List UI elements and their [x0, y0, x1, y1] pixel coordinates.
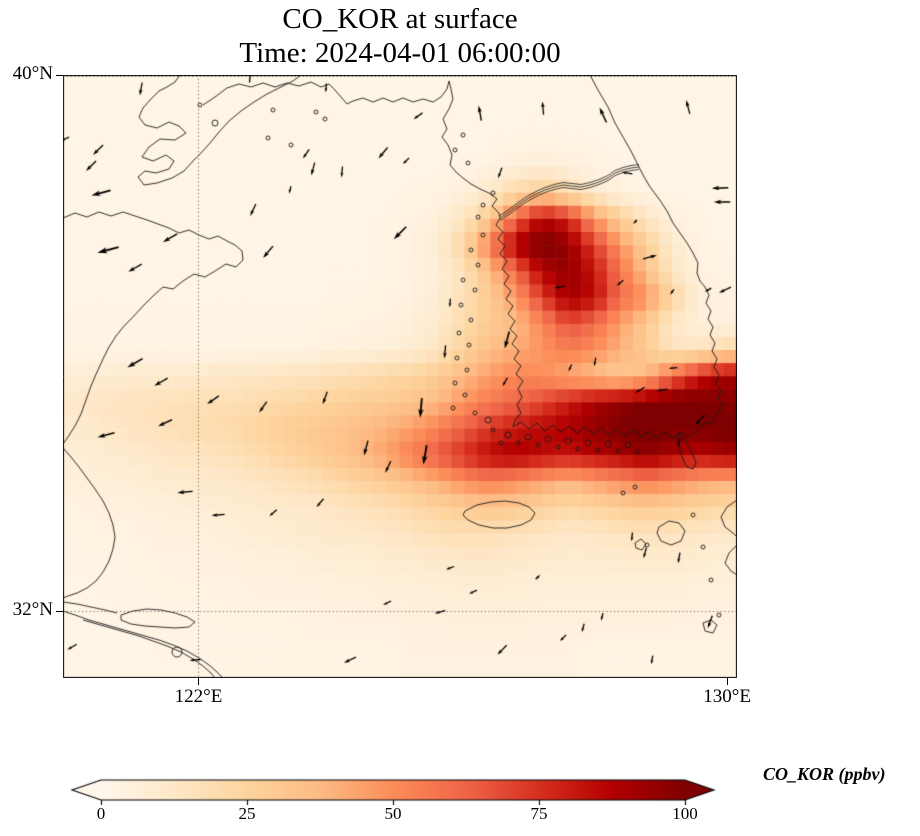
plot-title: CO_KOR at surface Time: 2024-04-01 06:00… — [63, 2, 737, 70]
colorbar-tick-label: 50 — [384, 804, 402, 823]
map-plot-area — [63, 75, 737, 678]
colorbar-tick-label: 75 — [530, 804, 548, 823]
y-tick-label: 40°N — [12, 63, 53, 84]
axis-tick — [56, 610, 63, 612]
axis-tick — [56, 74, 63, 76]
x-tick-label: 130°E — [703, 686, 751, 707]
x-tick-label: 122°E — [174, 686, 223, 707]
map-canvas — [63, 75, 737, 678]
axis-tick — [726, 678, 728, 685]
colorbar-tick-label: 0 — [96, 804, 106, 823]
plot-title-line1: CO_KOR at surface — [282, 3, 518, 35]
colorbar-tick-label: 100 — [672, 804, 698, 823]
colorbar-title: CO_KOR (ppbv) — [763, 764, 886, 784]
colorbar-canvas — [63, 775, 723, 805]
colorbar-tick-label: 25 — [238, 804, 256, 823]
plot-title-line2: Time: 2024-04-01 06:00:00 — [239, 37, 561, 69]
y-tick-label: 32°N — [12, 599, 53, 620]
axis-tick — [197, 678, 199, 685]
